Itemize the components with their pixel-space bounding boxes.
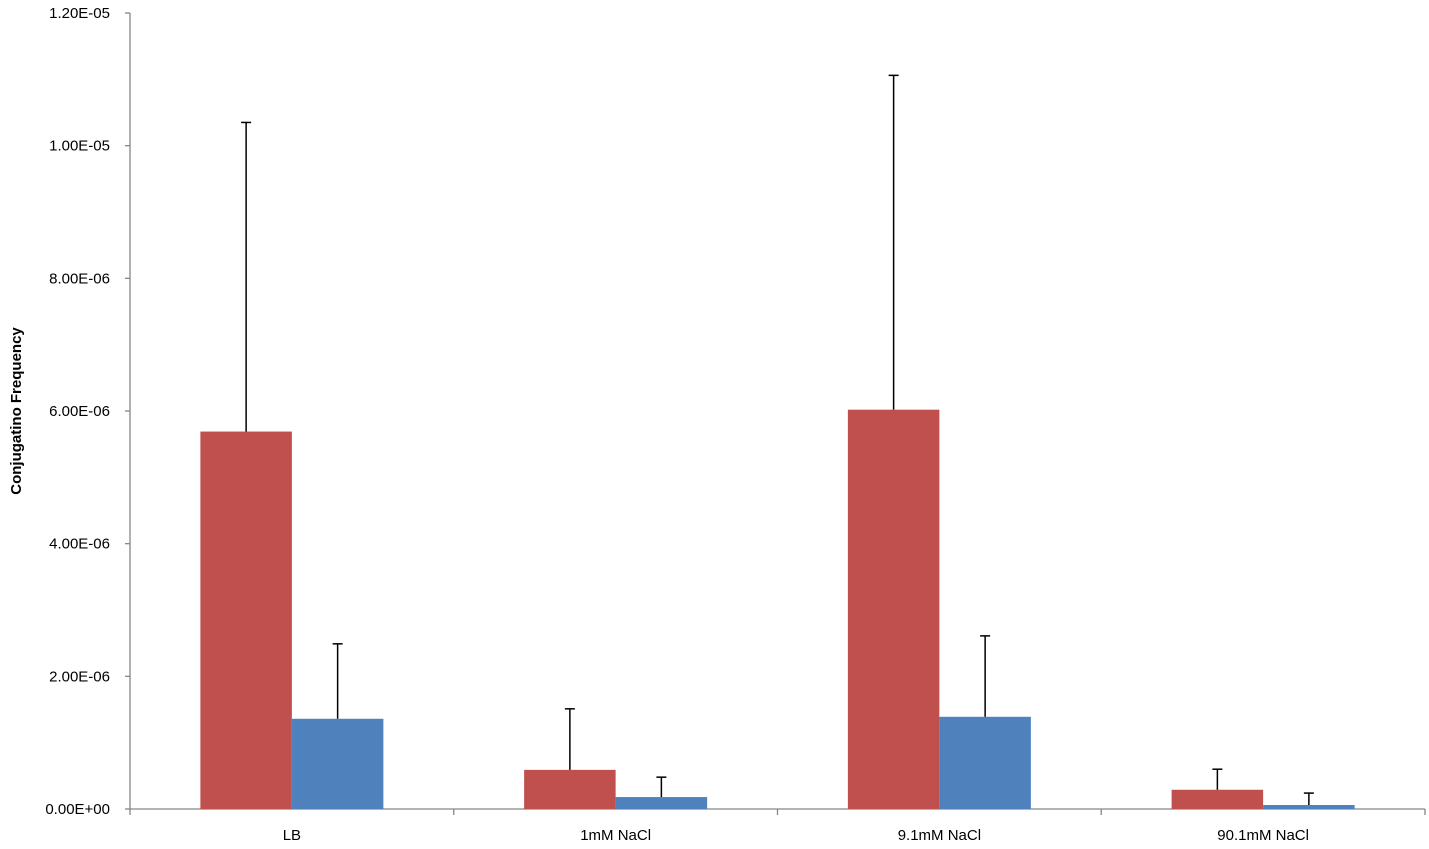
bar [1171, 789, 1264, 809]
x-tick-label: 9.1mM NaCl [898, 827, 981, 844]
bar [939, 716, 1031, 809]
bar [291, 718, 384, 809]
y-axis-title: Conjugatino Frequency [8, 327, 25, 495]
x-axis: LB 1mM NaCl 9.1mM NaCl 90.1mM NaCl [129, 808, 1426, 844]
bar [200, 431, 292, 809]
y-axis: 0.00E+00 2.00E-06 4.00E-06 6.00E-06 8.00E-06… [45, 5, 131, 818]
bar [847, 409, 940, 809]
x-tick-label: LB [283, 827, 301, 844]
bar [1263, 805, 1355, 809]
y-tick-label: 1.00E-05 [49, 138, 110, 155]
bar [615, 797, 708, 809]
y-tick-label: 6.00E-06 [49, 403, 110, 420]
x-tick-label: 90.1mM NaCl [1217, 827, 1309, 844]
y-tick-label: 8.00E-06 [49, 270, 110, 287]
y-tick-label: 1.20E-05 [49, 5, 110, 22]
x-tick-label: 1mM NaCl [580, 827, 651, 844]
bars [200, 409, 1355, 809]
bar [524, 769, 616, 809]
error-bars [241, 74, 1314, 806]
y-tick-label: 2.00E-06 [49, 668, 110, 685]
y-tick-label: 4.00E-06 [49, 536, 110, 553]
y-tick-label: 0.00E+00 [45, 801, 110, 818]
